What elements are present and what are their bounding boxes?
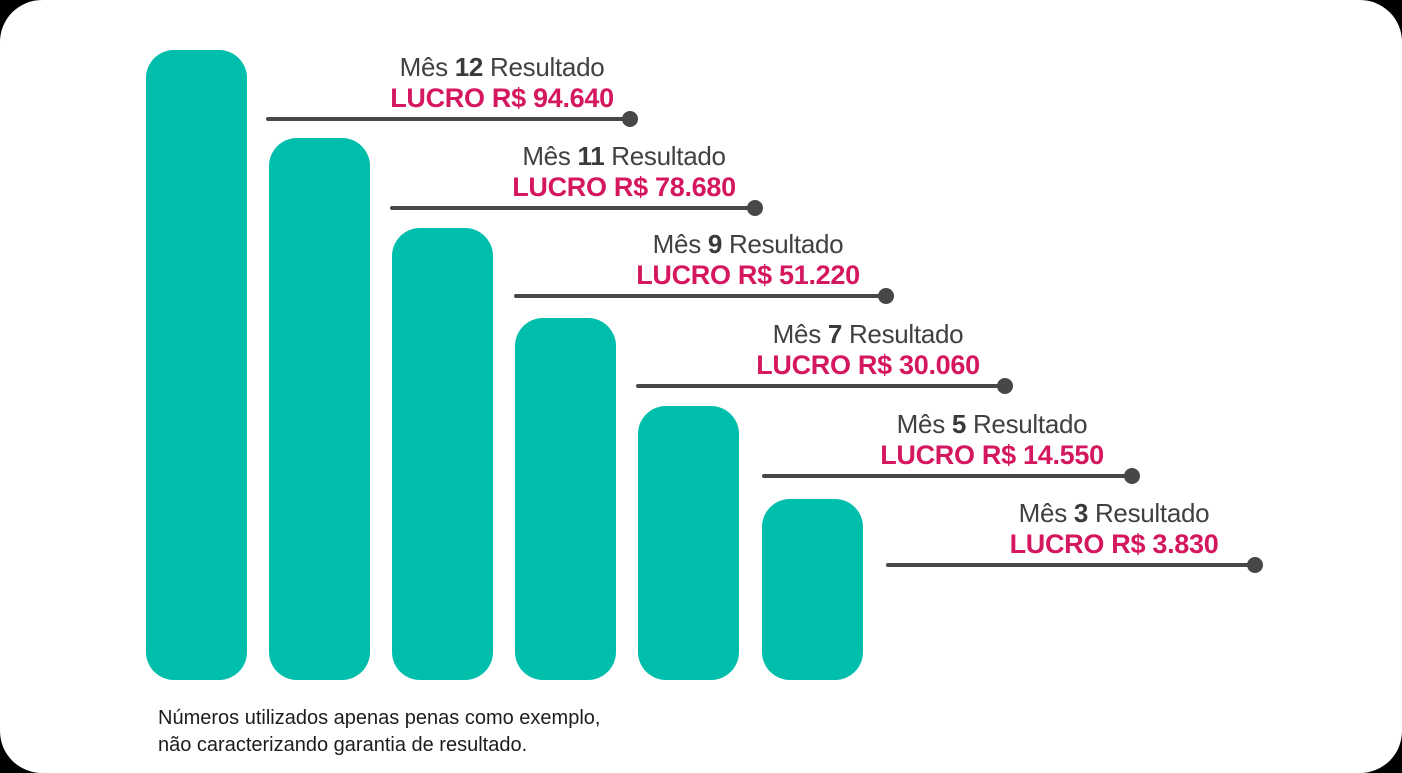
callout-title-prefix: Mês	[522, 141, 571, 171]
callout-title-suffix: Resultado	[728, 229, 844, 259]
connector-end-dot	[997, 378, 1013, 394]
callout-connector-line	[390, 200, 763, 216]
callout-title-prefix: Mês	[399, 52, 449, 82]
callout-connector-line	[266, 111, 638, 127]
bar-mes-9	[392, 228, 493, 680]
callout-title: Mês 11 Resultado	[424, 141, 824, 172]
callout-title-prefix: Mês	[652, 229, 702, 259]
callout-title: Mês 9 Resultado	[548, 229, 948, 260]
callout-title: Mês 5 Resultado	[792, 409, 1192, 440]
callout-label-mes-3: Mês 3 Resultado LUCRO R$ 3.830	[914, 498, 1314, 560]
callout-connector-line	[514, 288, 894, 304]
callout-connector-line	[886, 557, 1263, 573]
disclaimer-text: Números utilizados apenas penas como exe…	[158, 705, 600, 759]
callout-title-prefix: Mês	[772, 319, 822, 349]
callout-month-number: 11	[577, 141, 605, 171]
disclaimer-line-1: Números utilizados apenas penas como exe…	[158, 707, 601, 729]
callout-month-number: 9	[707, 229, 722, 259]
callout-profit-value: LUCRO R$ 14.550	[880, 440, 1104, 470]
connector-end-dot	[878, 288, 894, 304]
callout-month-number: 7	[827, 319, 842, 349]
callout-title-suffix: Resultado	[848, 319, 964, 349]
callout-month-number: 12	[454, 52, 484, 82]
callout-title-prefix: Mês	[896, 409, 946, 439]
callout-label-mes-7: Mês 7 Resultado LUCRO R$ 30.060	[668, 319, 1068, 381]
callout-title-suffix: Resultado	[490, 52, 605, 82]
connector-end-dot	[747, 200, 763, 216]
bar-mes-5	[638, 406, 739, 680]
callout-month-number: 5	[951, 409, 966, 439]
callout-profit-value: LUCRO R$ 30.060	[756, 350, 980, 380]
callout-title-suffix: Resultado	[1094, 498, 1210, 528]
connector-end-dot	[622, 111, 638, 127]
callout-profit-value: LUCRO R$ 51.220	[636, 260, 860, 290]
callout-title-prefix: Mês	[1018, 498, 1068, 528]
bar-mes-3	[762, 499, 863, 680]
callout-title-suffix: Resultado	[972, 409, 1088, 439]
callout-profit-value: LUCRO R$ 78.680	[512, 172, 736, 202]
callout-label-mes-12: Mês 12 Resultado LUCRO R$ 94.640	[302, 52, 702, 114]
bar-mes-12	[146, 50, 247, 680]
callout-profit-value: LUCRO R$ 94.640	[390, 83, 614, 113]
callout-connector-line	[636, 378, 1013, 394]
callout-connector-line	[762, 468, 1140, 484]
callout-title-suffix: Resultado	[611, 141, 726, 171]
callout-label-mes-9: Mês 9 Resultado LUCRO R$ 51.220	[548, 229, 948, 291]
disclaimer-line-2: não caracterizando garantia de resultado…	[158, 734, 528, 756]
callout-month-number: 3	[1073, 498, 1088, 528]
connector-end-dot	[1124, 468, 1140, 484]
callout-title: Mês 12 Resultado	[302, 52, 702, 83]
callout-profit-value: LUCRO R$ 3.830	[1009, 529, 1219, 559]
callout-label-mes-5: Mês 5 Resultado LUCRO R$ 14.550	[792, 409, 1192, 471]
connector-end-dot	[1247, 557, 1263, 573]
callout-title: Mês 7 Resultado	[668, 319, 1068, 350]
callout-label-mes-11: Mês 11 Resultado LUCRO R$ 78.680	[424, 141, 824, 203]
callout-title: Mês 3 Resultado	[914, 498, 1314, 529]
bar-mes-7	[515, 318, 616, 680]
bar-mes-11	[269, 138, 370, 680]
